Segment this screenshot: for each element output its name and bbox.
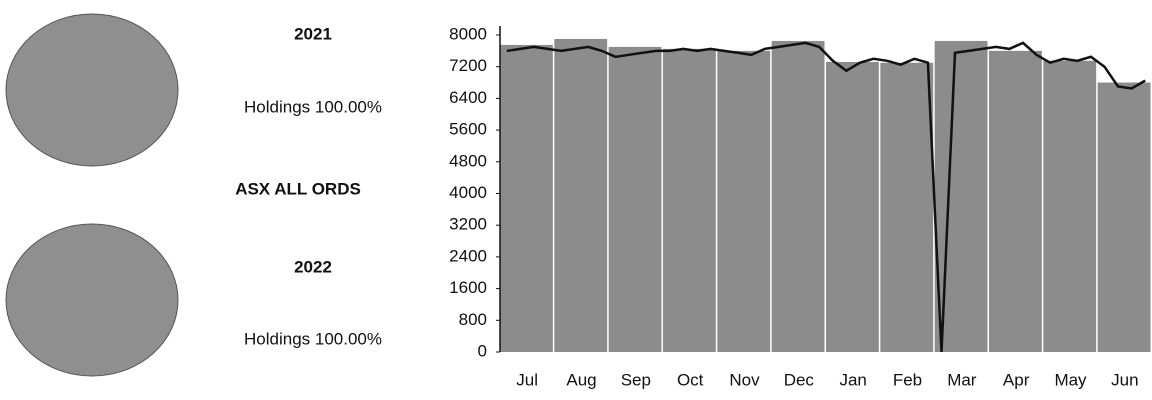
- bar: [771, 40, 825, 352]
- x-tick-label: Feb: [893, 370, 922, 389]
- x-tick-label: Jun: [1111, 370, 1138, 389]
- year-label: 2022: [294, 257, 332, 276]
- y-tick-label: 7200: [449, 56, 487, 75]
- pie-slice: [5, 13, 179, 167]
- x-tick-label: Jan: [839, 370, 866, 389]
- x-tick-label: Oct: [677, 370, 704, 389]
- y-tick-label: 8000: [449, 24, 487, 43]
- y-tick-label: 0: [478, 341, 487, 360]
- x-tick-label: Jul: [516, 370, 538, 389]
- bar: [717, 50, 771, 352]
- bar: [1043, 60, 1097, 352]
- y-tick-label: 800: [459, 310, 487, 329]
- x-tick-label: Nov: [729, 370, 760, 389]
- y-tick-label: 4800: [449, 151, 487, 170]
- holdings-label: Holdings 100.00%: [244, 329, 382, 348]
- index-line: [506, 41, 1146, 353]
- y-tick-label: 3200: [449, 215, 487, 234]
- holdings-label: Holdings 100.00%: [244, 97, 382, 116]
- bar: [500, 44, 553, 352]
- x-tick-label: Dec: [784, 370, 815, 389]
- bar: [989, 50, 1042, 352]
- y-tick-label: 6400: [449, 88, 487, 107]
- bar: [608, 46, 662, 352]
- bar: [826, 61, 879, 352]
- bar: [554, 38, 608, 353]
- chart-title: ASX ALL ORDS: [235, 179, 361, 198]
- y-tick-label: 4000: [449, 183, 487, 202]
- y-tick-label: 5600: [449, 120, 487, 139]
- x-tick-label: Apr: [1003, 370, 1030, 389]
- bar: [1097, 82, 1151, 353]
- y-tick-label: 2400: [449, 246, 487, 265]
- bar: [880, 62, 934, 353]
- pie-slice: [5, 223, 179, 377]
- x-tick-label: Aug: [566, 370, 596, 389]
- y-tick-label: 1600: [449, 278, 487, 297]
- year-label: 2021: [294, 24, 332, 43]
- x-tick-label: Mar: [947, 370, 977, 389]
- bar: [663, 48, 716, 353]
- x-tick-label: Sep: [621, 370, 651, 389]
- x-tick-label: May: [1054, 370, 1087, 389]
